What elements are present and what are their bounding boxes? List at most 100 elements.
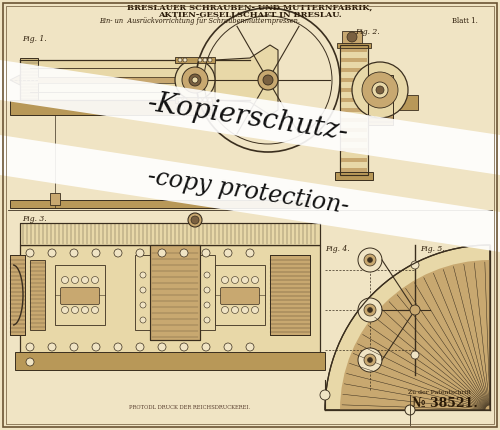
Bar [341,93,367,97]
Circle shape [364,254,376,266]
Circle shape [222,307,228,313]
Bar [341,88,367,92]
Wedge shape [325,245,490,410]
Circle shape [140,317,146,323]
Bar [341,73,367,77]
Circle shape [183,98,187,102]
Text: Fig. 5.: Fig. 5. [420,245,444,253]
Bar [341,108,367,112]
Bar [341,63,367,67]
Bar [341,123,367,127]
Text: BRESLAUER SCHRAUBEN- UND MUTTERNFABRIK,: BRESLAUER SCHRAUBEN- UND MUTTERNFABRIK, [128,4,372,12]
Bar [20,245,320,355]
Circle shape [263,75,273,85]
Circle shape [198,98,202,102]
Circle shape [175,60,215,100]
Circle shape [92,307,98,313]
Polygon shape [0,135,500,252]
Circle shape [136,249,144,257]
Bar [340,45,368,175]
Circle shape [140,272,146,278]
Bar [10,100,180,115]
Circle shape [178,98,182,102]
Circle shape [246,249,254,257]
Circle shape [202,249,210,257]
Bar [341,83,367,87]
Circle shape [224,343,232,351]
Circle shape [26,358,34,366]
Bar [341,58,367,62]
Bar [200,255,215,330]
Circle shape [48,249,56,257]
Bar [10,200,310,208]
Text: № 38521.: № 38521. [412,397,478,410]
Polygon shape [215,45,278,115]
Circle shape [114,249,122,257]
Circle shape [72,307,78,313]
Bar [341,128,367,132]
Circle shape [188,213,202,227]
Bar [341,153,367,157]
Bar [341,133,367,137]
Bar [341,98,367,102]
Circle shape [358,348,382,372]
Circle shape [182,67,208,93]
Circle shape [202,343,210,351]
Text: Blatt 1.: Blatt 1. [452,17,478,25]
Bar [270,255,310,335]
Circle shape [362,72,398,108]
Circle shape [180,105,184,111]
Circle shape [72,276,78,283]
Circle shape [358,298,382,322]
Circle shape [232,307,238,313]
Circle shape [140,287,146,293]
Circle shape [204,272,210,278]
Bar [337,43,371,48]
Text: Fig. 2.: Fig. 2. [355,28,380,36]
Circle shape [410,305,420,315]
Circle shape [180,343,188,351]
Bar [20,58,38,102]
FancyBboxPatch shape [220,288,260,304]
Circle shape [232,276,238,283]
Circle shape [411,351,419,359]
Circle shape [48,343,56,351]
Circle shape [203,98,207,102]
Circle shape [192,77,198,83]
Bar [175,97,215,103]
Circle shape [178,58,182,62]
Bar [215,265,265,325]
Circle shape [92,276,98,283]
Circle shape [242,276,248,283]
Bar [393,95,418,110]
Bar [341,48,367,52]
Bar [341,53,367,57]
Bar [341,103,367,107]
Bar [20,60,250,100]
Circle shape [114,343,122,351]
Bar [368,75,393,125]
Bar [20,223,320,245]
Circle shape [62,307,68,313]
Bar [341,113,367,117]
Circle shape [62,276,68,283]
Circle shape [26,249,34,257]
Text: Zu der Patentschrift: Zu der Patentschrift [408,390,472,395]
Circle shape [82,276,88,283]
Text: Fig. 3.: Fig. 3. [22,215,46,223]
Bar [50,193,60,205]
Circle shape [368,307,372,313]
Bar [368,75,393,125]
Circle shape [92,249,100,257]
Bar [30,260,45,330]
Polygon shape [10,75,20,85]
Bar [341,143,367,147]
Circle shape [352,62,408,118]
Circle shape [246,343,254,351]
Text: Ein- un  Ausrückvorrichtung für Schraubenmutternpressen.: Ein- un Ausrückvorrichtung für Schrauben… [100,17,300,25]
Bar [135,255,150,330]
Text: PROTODL DRUCK DER REICHSDRUCKEREI.: PROTODL DRUCK DER REICHSDRUCKEREI. [130,405,250,410]
Bar [342,31,362,43]
Circle shape [180,249,188,257]
Circle shape [70,249,78,257]
